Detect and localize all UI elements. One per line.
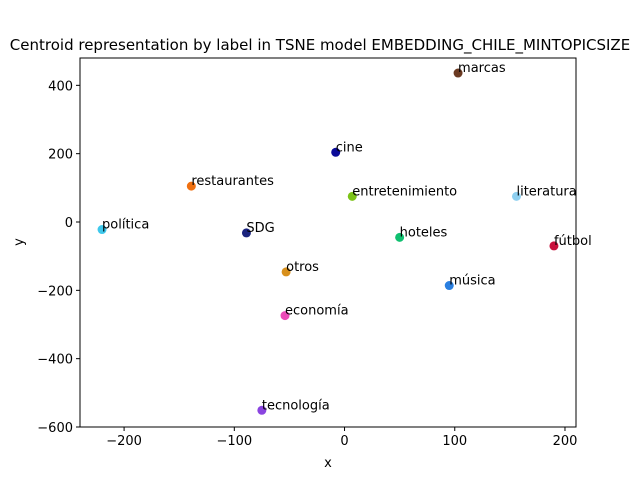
point-label: entretenimiento <box>352 184 457 199</box>
point-label: tecnología <box>262 398 330 413</box>
data-point <box>511 191 521 201</box>
y-tick-label: −200 <box>37 284 73 299</box>
point-label: política <box>102 218 149 233</box>
data-point <box>186 181 196 191</box>
data-point <box>241 228 251 238</box>
x-tick-label: 200 <box>553 434 578 449</box>
data-point <box>281 267 291 277</box>
x-tick-label: 0 <box>340 434 348 449</box>
chart-title: Centroid representation by label in TSNE… <box>10 36 630 55</box>
x-axis: −200 −100 0 100 200 <box>106 427 577 449</box>
y-axis: −600 −400 −200 0 200 400 <box>37 79 80 436</box>
y-tick-label: −600 <box>37 421 73 436</box>
point-label: literatura <box>516 184 576 199</box>
y-tick-label: 0 <box>65 216 73 231</box>
points-layer: marcas cine restaurantes entretenimiento lit… <box>97 61 592 415</box>
point-label: restaurantes <box>191 174 274 189</box>
point-label: música <box>449 274 495 289</box>
data-point <box>97 225 107 235</box>
plot-frame <box>79 57 577 428</box>
x-axis-label: x <box>324 456 332 471</box>
data-point <box>257 405 267 415</box>
data-point <box>280 311 290 321</box>
data-point <box>395 232 405 242</box>
x-tick-label: −100 <box>216 434 252 449</box>
point-label: fútbol <box>554 234 592 249</box>
data-point <box>444 281 454 291</box>
y-tick-label: −400 <box>37 353 73 368</box>
point-label: hoteles <box>400 225 448 240</box>
point-label: cine <box>336 140 363 155</box>
data-point <box>549 241 559 251</box>
y-tick-label: 400 <box>48 79 73 94</box>
point-label: marcas <box>458 61 506 76</box>
x-tick-label: 100 <box>442 434 467 449</box>
y-tick-label: 200 <box>48 148 73 163</box>
data-point <box>331 147 341 157</box>
x-tick-label: −200 <box>106 434 142 449</box>
y-axis-label: y <box>12 238 27 246</box>
point-label: economía <box>285 304 349 319</box>
data-point <box>453 68 463 78</box>
point-label: SDG <box>246 221 274 236</box>
data-point <box>347 191 357 201</box>
point-label: otros <box>286 260 319 275</box>
